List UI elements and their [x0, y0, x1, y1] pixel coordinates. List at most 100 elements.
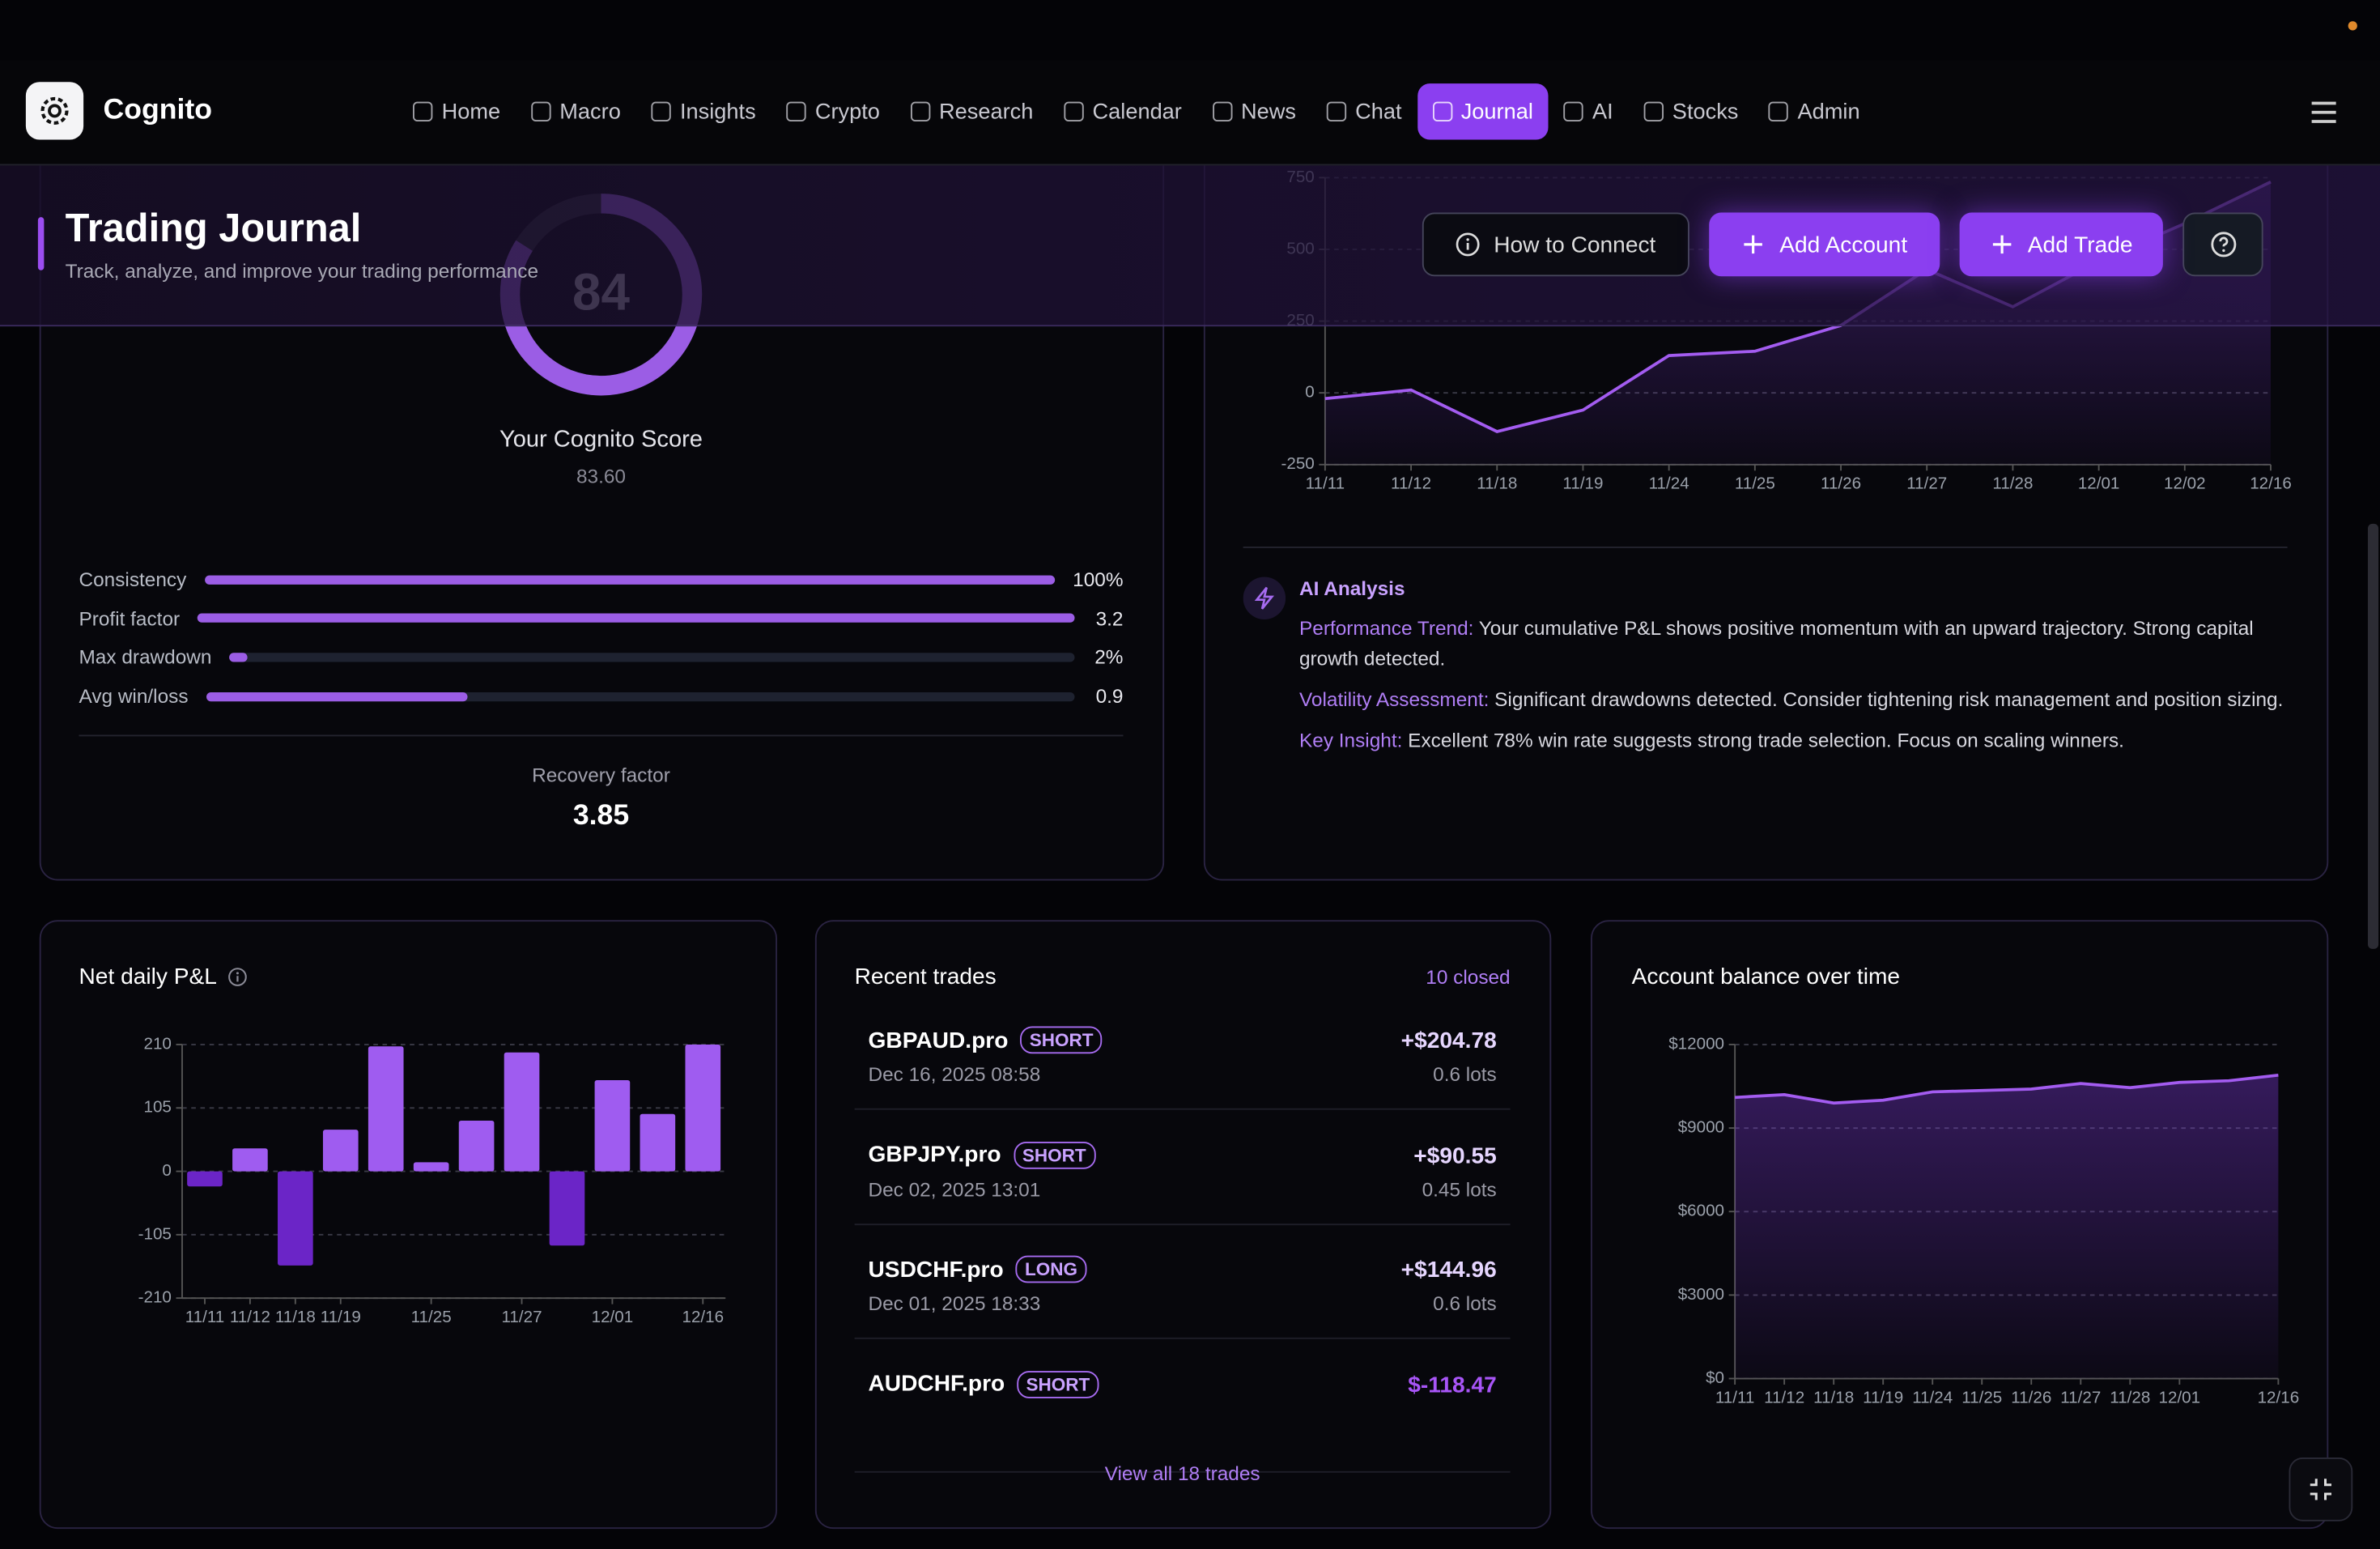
card-title: Account balance over time	[1631, 964, 1901, 990]
side-badge: SHORT	[1017, 1370, 1099, 1398]
nav-item[interactable]: Macro	[516, 83, 636, 139]
ai-label: Volatility Assessment:	[1299, 687, 1490, 711]
button-icon	[1745, 235, 1763, 254]
nav-item[interactable]: Admin	[1753, 83, 1875, 139]
nav-item[interactable]: Journal	[1417, 83, 1549, 140]
nav-label: News	[1240, 99, 1296, 124]
nav-item[interactable]: Insights	[636, 83, 771, 139]
nav-icon	[1326, 101, 1346, 121]
metric-bar	[229, 653, 247, 662]
subtitle: Track, analyze, and improve your trading…	[65, 259, 539, 283]
nav-item[interactable]: Research	[895, 83, 1048, 139]
metric-name: Max drawdown	[79, 645, 212, 669]
nav-item[interactable]: News	[1197, 83, 1311, 139]
nav-icon	[651, 101, 671, 121]
symbol: AUDCHF.pro	[868, 1371, 1005, 1397]
logo[interactable]	[25, 82, 84, 140]
trade-row[interactable]: AUDCHF.pro SHORT $-118.47	[854, 1358, 1511, 1472]
side-badge: SHORT	[1020, 1026, 1103, 1054]
trade-row[interactable]: USDCHF.pro LONG Dec 01, 2025 18:33 +$144.96…	[854, 1244, 1511, 1339]
view-all-link[interactable]: View all 18 trades	[1104, 1462, 1260, 1485]
nav-label: Crypto	[814, 99, 880, 124]
metrics: Consistency 100% Profit factor 3.2 Max drawd…	[79, 560, 1124, 716]
ai-text: Excellent 78% win rate suggests strong t…	[1408, 729, 2124, 752]
trade-pnl: +$204.78	[1400, 1028, 1497, 1054]
metric-name: Consistency	[79, 568, 187, 591]
fullscreen-button[interactable]	[2289, 1458, 2353, 1521]
header-button[interactable]: Add Trade	[1959, 212, 2163, 277]
divider	[79, 734, 1124, 737]
metric-bar	[206, 692, 467, 701]
trade-pnl: +$144.96	[1400, 1257, 1497, 1283]
nav-item[interactable]: Calendar	[1048, 83, 1196, 139]
ai-item: Key Insight: Excellent 78% win rate sugg…	[1299, 726, 2293, 756]
metric-value: 2%	[1094, 645, 1124, 669]
ai-label: Performance Trend:	[1299, 616, 1474, 640]
nav-label: Admin	[1797, 99, 1860, 124]
nav-label: Home	[441, 99, 501, 124]
score-label: Your Cognito Score	[499, 426, 703, 453]
nav-label: Macro	[559, 99, 621, 124]
nav-item[interactable]: Chat	[1311, 83, 1417, 139]
metric-track	[229, 653, 1075, 662]
trade-count[interactable]: 10 closed	[1426, 965, 1511, 989]
daily-pnl-card	[39, 920, 777, 1530]
brand[interactable]: Cognito	[103, 94, 213, 126]
header-button[interactable]: Add Account	[1709, 212, 1940, 277]
metric-row: Avg win/loss 0.9	[79, 677, 1124, 716]
nav-item[interactable]: Stocks	[1628, 83, 1753, 139]
nav-icon	[1063, 101, 1084, 121]
side-badge: LONG	[1015, 1255, 1087, 1283]
nav-icon	[786, 101, 806, 121]
button-icon	[1992, 235, 2012, 254]
recovery-label: Recovery factor	[532, 764, 670, 787]
scrollbar[interactable]	[2368, 523, 2379, 949]
nav-item[interactable]: Home	[397, 83, 516, 139]
ai-items: Performance Trend: Your cumulative P&L s…	[1299, 614, 2293, 767]
trade-time: Dec 16, 2025 08:58	[868, 1062, 1041, 1086]
trade-symbol-line: GBPJPY.pro SHORT	[869, 1141, 1095, 1168]
metric-track	[206, 692, 1075, 701]
trade-row[interactable]: GBPJPY.pro SHORT Dec 02, 2025 13:01 +$90.55…	[854, 1129, 1511, 1225]
metric-bar	[198, 614, 1075, 623]
metric-row: Max drawdown 2%	[79, 638, 1124, 677]
score-precise: 83.60	[576, 464, 626, 487]
page-header: Trading Journal Track, analyze, and impr…	[0, 164, 2380, 327]
button-label: Add Account	[1779, 231, 1908, 257]
nav-icon	[1212, 101, 1232, 121]
nav-label: Insights	[679, 99, 756, 124]
nav-icon	[530, 101, 551, 121]
nav-item[interactable]: AI	[1549, 83, 1629, 139]
button-icon	[1456, 232, 1480, 257]
trade-symbol-line: GBPAUD.pro SHORT	[869, 1026, 1103, 1054]
trade-pnl: +$90.55	[1413, 1142, 1497, 1168]
trade-symbol-line: AUDCHF.pro SHORT	[869, 1370, 1099, 1398]
button-label: Add Trade	[2027, 231, 2133, 257]
metric-value: 100%	[1073, 568, 1124, 591]
trade-row[interactable]: GBPAUD.pro SHORT Dec 16, 2025 08:58 +$204.7…	[854, 1015, 1511, 1110]
trade-pnl: $-118.47	[1408, 1372, 1497, 1398]
metric-track	[198, 614, 1075, 623]
nav-item[interactable]: Crypto	[771, 83, 895, 139]
help-button[interactable]	[2182, 212, 2263, 277]
symbol: GBPJPY.pro	[868, 1142, 1001, 1168]
nav-icon	[1563, 101, 1583, 121]
trade-lots: 0.45 lots	[1422, 1177, 1497, 1201]
nav-label: Stocks	[1672, 99, 1739, 124]
header-button[interactable]: How to Connect	[1422, 212, 1689, 277]
fullscreen-icon	[2310, 1479, 2331, 1500]
nav-icon	[1432, 101, 1452, 121]
nav-label: Journal	[1460, 99, 1533, 124]
metric-row: Profit factor 3.2	[79, 599, 1124, 638]
nav-icon	[1768, 101, 1789, 121]
menu-button[interactable]	[2309, 100, 2340, 125]
info-icon[interactable]	[227, 967, 247, 986]
balance-card	[1591, 920, 2329, 1530]
ai-text: Your cumulative P&L shows positive momen…	[1299, 616, 2254, 670]
divider	[1243, 547, 2288, 548]
trade-time: Dec 01, 2025 18:33	[868, 1292, 1041, 1315]
trade-symbol-line: USDCHF.pro LONG	[869, 1255, 1087, 1283]
side-badge: SHORT	[1013, 1141, 1095, 1168]
